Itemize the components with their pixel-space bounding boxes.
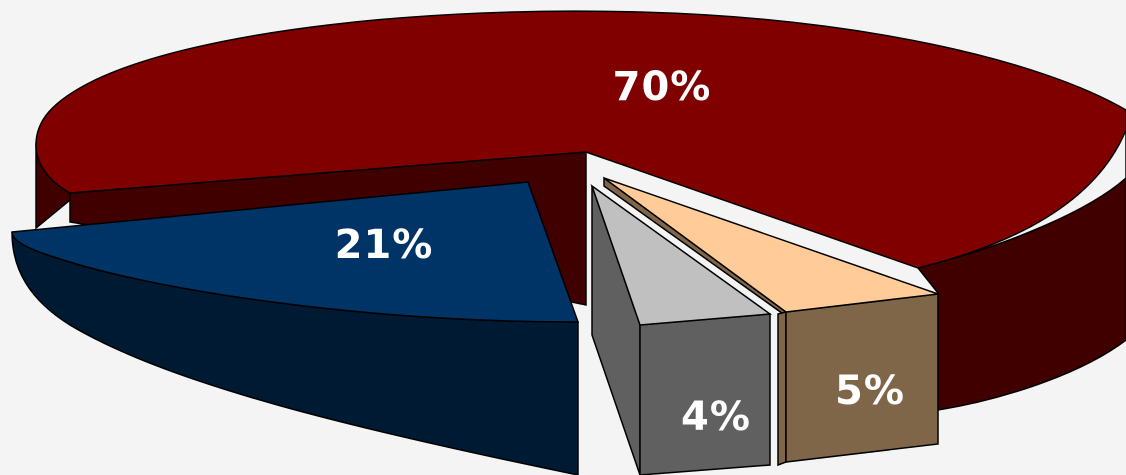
slice-70-top — [35, 10, 1126, 269]
slice-21: 21% — [11, 181, 580, 475]
slice-5: 5% — [603, 176, 939, 467]
slice-4-top — [590, 184, 773, 326]
slice-70-side-right — [916, 128, 1126, 411]
slice-21-label: 21% — [335, 222, 434, 268]
slice-70-label: 70% — [613, 64, 712, 110]
slice-21-top — [11, 181, 580, 323]
slice-5-label: 5% — [835, 368, 905, 414]
slice-4-label: 4% — [681, 394, 751, 440]
slice-5-top — [603, 177, 939, 313]
slice-5-side-left — [777, 311, 787, 467]
slice-4: 4% — [590, 184, 773, 475]
